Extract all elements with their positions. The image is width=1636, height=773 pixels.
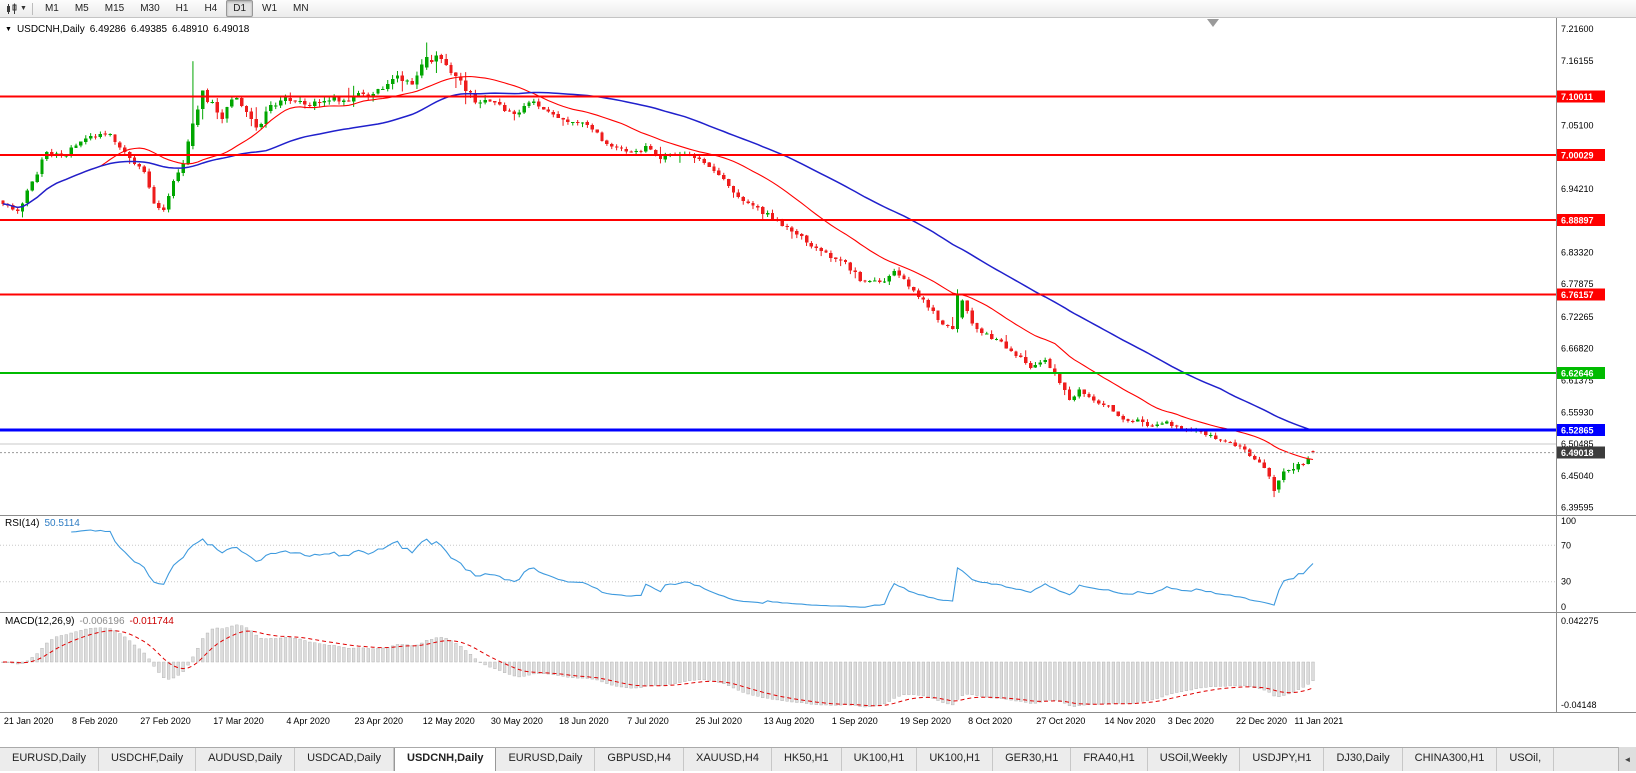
symbol-tab-hk50-h1[interactable]: HK50,H1 <box>772 748 842 771</box>
svg-text:0.042275: 0.042275 <box>1561 616 1599 626</box>
time-axis-label: 22 Dec 2020 <box>1235 716 1288 726</box>
symbol-tab-usdcad-daily[interactable]: USDCAD,Daily <box>295 748 395 771</box>
symbol-tabs: EURUSD,Daily USDCHF,Daily AUDUSD,Daily USDC… <box>0 747 1636 771</box>
chart-expand-icon[interactable]: ▼ <box>5 25 12 33</box>
macd-indicator-label: MACD(12,26,9) -0.006196 -0.011744 <box>5 616 174 627</box>
chart-canvas[interactable]: 7.21600 7.16155 7.05100 6.94210 6.83320 6.778… <box>0 18 1636 713</box>
svg-text:7.00029: 7.00029 <box>1561 151 1594 161</box>
symbol-tab-gbpusd-h4[interactable]: GBPUSD,H4 <box>595 748 684 771</box>
symbol-tab-usdcnh-daily[interactable]: USDCNH,Daily <box>394 748 497 771</box>
chart-shift-marker <box>1207 19 1219 27</box>
svg-text:6.39595: 6.39595 <box>1561 503 1594 513</box>
time-axis-label: 21 Jan 2020 <box>3 716 54 726</box>
svg-text:30: 30 <box>1561 577 1571 587</box>
svg-text:6.76157: 6.76157 <box>1561 290 1594 300</box>
time-axis-label: 8 Feb 2020 <box>72 716 118 726</box>
svg-text:6.49018: 6.49018 <box>1561 448 1594 458</box>
timeframe-button-mn[interactable]: MN <box>293 3 309 14</box>
symbol-tab-eurusd-daily[interactable]: EURUSD,Daily <box>0 748 99 771</box>
time-axis-label: 23 Apr 2020 <box>354 716 404 726</box>
svg-text:6.55930: 6.55930 <box>1561 407 1594 417</box>
ohlc-open: 6.49286 <box>89 24 126 35</box>
time-axis-label: 4 Apr 2020 <box>286 716 330 726</box>
time-axis-label: 14 Nov 2020 <box>1104 716 1156 726</box>
svg-text:6.45040: 6.45040 <box>1561 471 1594 481</box>
timeframe-button-m15[interactable]: M15 <box>104 3 125 14</box>
macd-signal-value: -0.011744 <box>129 616 174 627</box>
timeframe-button-m1[interactable]: M1 <box>44 3 59 14</box>
ohlc-high: 6.49385 <box>130 24 168 35</box>
timeframe-button-m5[interactable]: M5 <box>74 3 89 14</box>
symbol-tab-uk100-h1[interactable]: UK100,H1 <box>917 748 994 771</box>
chart-dropdown-icon[interactable]: ▼ <box>20 4 27 12</box>
ohlc-low: 6.48910 <box>172 24 209 35</box>
time-axis-label: 8 Oct 2020 <box>968 716 1013 726</box>
chart-symbol-timeframe: USDCNH,Daily <box>16 24 85 35</box>
svg-text:7.16155: 7.16155 <box>1561 56 1594 66</box>
svg-text:6.83320: 6.83320 <box>1561 248 1594 258</box>
time-axis-label: 7 Jul 2020 <box>627 716 669 726</box>
symbol-tab-audusd-daily[interactable]: AUDUSD,Daily <box>196 748 296 771</box>
timeframe-button-m30[interactable]: M30 <box>140 3 160 14</box>
svg-text:6.52865: 6.52865 <box>1561 426 1594 436</box>
time-axis-label: 17 Mar 2020 <box>213 716 264 726</box>
time-axis-label: 11 Jan 2021 <box>1294 716 1344 726</box>
timeframe-button-h1[interactable]: H1 <box>175 3 189 14</box>
svg-text:-0.04148: -0.04148 <box>1561 700 1597 710</box>
time-axis-label: 13 Aug 2020 <box>763 716 815 726</box>
svg-text:70: 70 <box>1561 540 1571 550</box>
timeframe-buttons: M1 M5 M15 M30 H1 H4 D1 W1 MN <box>38 0 316 17</box>
macd-name: MACD(12,26,9) <box>5 616 75 627</box>
svg-text:6.77875: 6.77875 <box>1561 279 1594 289</box>
symbol-tab-usdjpy-h1[interactable]: USDJPY,H1 <box>1240 748 1325 771</box>
timeframe-button-w1[interactable]: W1 <box>262 3 278 14</box>
svg-text:7.21600: 7.21600 <box>1561 24 1594 34</box>
svg-text:6.66820: 6.66820 <box>1561 344 1594 354</box>
rsi-value: 50.5114 <box>44 518 80 529</box>
symbol-tab-china300-h1[interactable]: CHINA300,H1 <box>1403 748 1498 771</box>
chart-title: ▼ USDCNH,Daily 6.49286 6.49385 6.48910 6… <box>5 24 249 35</box>
rsi-name: RSI(14) <box>5 518 40 529</box>
time-axis-label: 19 Sep 2020 <box>899 716 951 726</box>
time-axis-label: 25 Jul 2020 <box>695 716 742 726</box>
symbol-tab-ger30-h1[interactable]: GER30,H1 <box>993 748 1072 771</box>
time-axis-label: 3 Dec 2020 <box>1167 716 1214 726</box>
symbol-tab-uk100-h1[interactable]: UK100,H1 <box>842 748 918 771</box>
svg-text:6.94210: 6.94210 <box>1561 184 1594 194</box>
timeframe-button-h4[interactable]: H4 <box>204 3 218 14</box>
toolbar-separator <box>31 2 33 15</box>
symbol-tab-usoil-weekly[interactable]: USOil,Weekly <box>1148 748 1241 771</box>
time-axis-label: 27 Feb 2020 <box>140 716 191 726</box>
svg-text:7.10011: 7.10011 <box>1561 92 1593 102</box>
time-axis-label: 1 Sep 2020 <box>831 716 878 726</box>
symbol-tab-usoil[interactable]: USOil, <box>1497 748 1555 771</box>
price-chart[interactable]: 7.21600 7.16155 7.05100 6.94210 6.83320 6.778… <box>0 18 1636 713</box>
ohlc-close: 6.49018 <box>213 24 250 35</box>
symbol-tab-usdchf-daily[interactable]: USDCHF,Daily <box>99 748 197 771</box>
svg-text:6.88897: 6.88897 <box>1561 215 1594 225</box>
chart-window-icon[interactable] <box>4 2 20 16</box>
symbol-tab-eurusd-daily[interactable]: EURUSD,Daily <box>496 748 596 771</box>
time-axis-label: 18 Jun 2020 <box>559 716 609 726</box>
svg-text:7.05100: 7.05100 <box>1561 120 1594 130</box>
time-axis-label: 27 Oct 2020 <box>1036 716 1086 726</box>
svg-text:100: 100 <box>1561 516 1576 526</box>
svg-text:6.50485: 6.50485 <box>1561 439 1594 449</box>
timeframe-button-d1[interactable]: D1 <box>226 0 254 17</box>
time-axis-label: 30 May 2020 <box>490 716 543 726</box>
symbol-tab-fra40-h1[interactable]: FRA40,H1 <box>1071 748 1148 771</box>
symbol-tab-dj30-daily[interactable]: DJ30,Daily <box>1324 748 1403 771</box>
time-axis-label: 12 May 2020 <box>422 716 475 726</box>
rsi-indicator-label: RSI(14) 50.5114 <box>5 518 80 529</box>
svg-text:6.62646: 6.62646 <box>1561 369 1594 379</box>
svg-text:6.61375: 6.61375 <box>1561 376 1594 386</box>
toolbar: ▼ M1 M5 M15 M30 H1 H4 D1 W1 MN <box>0 0 1636 18</box>
macd-main-value: -0.006196 <box>79 616 125 627</box>
time-axis: 21 Jan 2020 8 Feb 2020 27 Feb 2020 17 Mar 2… <box>0 714 1556 731</box>
svg-text:6.72265: 6.72265 <box>1561 312 1594 322</box>
symbol-tab-xauusd-h4[interactable]: XAUUSD,H4 <box>684 748 772 771</box>
svg-text:0: 0 <box>1561 602 1566 612</box>
tab-scroll-left-icon[interactable]: ◄ <box>1618 747 1636 771</box>
